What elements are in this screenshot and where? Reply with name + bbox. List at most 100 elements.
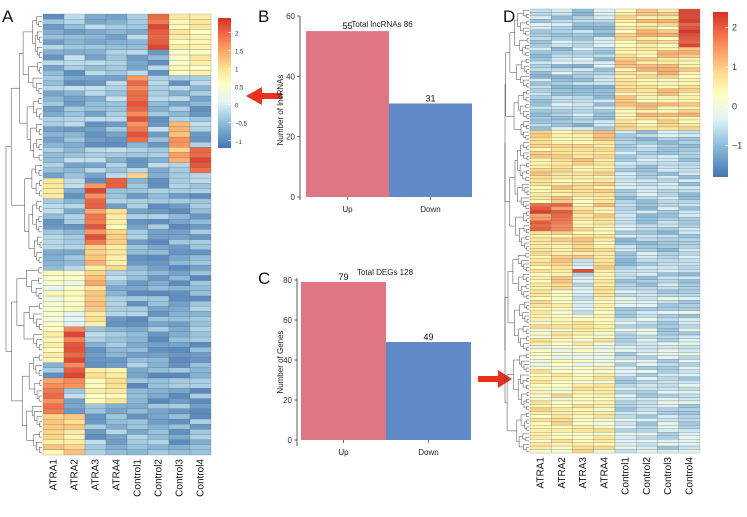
heatmap-cell xyxy=(678,78,701,82)
dendrogram-branch xyxy=(10,87,25,206)
heatmap-cell xyxy=(126,398,149,404)
heatmap-cell xyxy=(636,88,658,93)
heatmap-cell xyxy=(168,177,191,184)
heatmap-cell xyxy=(63,126,86,133)
heatmap-cell xyxy=(572,29,594,34)
heatmap-cell xyxy=(529,445,552,450)
heatmap-cell xyxy=(42,362,65,368)
heatmap-cell xyxy=(678,397,701,402)
heatmap-cell xyxy=(636,272,658,277)
heatmap-cell xyxy=(126,167,149,174)
heatmap-cell xyxy=(657,147,679,152)
heatmap-cell xyxy=(551,435,573,440)
heatmap-cell xyxy=(593,230,616,235)
heatmap-cell xyxy=(529,265,552,270)
heatmap-cell xyxy=(593,352,616,357)
heatmap-cell xyxy=(168,198,191,204)
heatmap-cell xyxy=(636,341,658,346)
heatmap-cell xyxy=(614,67,637,72)
heatmap-cell xyxy=(657,199,679,204)
heatmap-cell xyxy=(105,234,128,240)
heatmap-cell xyxy=(529,314,552,318)
heatmap-cell xyxy=(657,386,679,391)
heatmap-cell xyxy=(657,362,679,367)
heatmap-cell xyxy=(189,398,212,404)
panel-a: A ATRA1 ATRA2 ATRA3 ATRA4 Control1 Contr… xyxy=(2,7,282,497)
heatmap-cell xyxy=(126,301,149,307)
heatmap-cell xyxy=(657,234,679,239)
heatmap-cell xyxy=(614,53,637,58)
heatmap-cell xyxy=(105,239,128,245)
heatmap-cell xyxy=(147,157,170,163)
heatmap-cell xyxy=(147,167,170,174)
heatmap-cell xyxy=(551,355,573,360)
heatmap-cell xyxy=(636,137,658,141)
heatmap-cell xyxy=(105,172,128,179)
panel-c-red-arrow xyxy=(478,370,512,388)
dendrogram-branch xyxy=(526,124,529,129)
heatmap-cell xyxy=(84,70,107,76)
heatmap-cell xyxy=(614,262,637,266)
heatmap-cell xyxy=(593,414,616,419)
heatmap-cell xyxy=(678,95,701,100)
heatmap-cell xyxy=(105,444,128,450)
heatmap-cell xyxy=(529,376,552,381)
heatmap-cell xyxy=(63,362,86,368)
heatmap-cell xyxy=(593,376,616,381)
heatmap-cell xyxy=(657,272,679,277)
heatmap-cell xyxy=(126,449,149,456)
heatmap-cell xyxy=(168,336,191,343)
heatmap-cell xyxy=(614,175,637,180)
heatmap-cell xyxy=(168,234,191,240)
heatmap-cell xyxy=(84,357,107,363)
heatmap-cell xyxy=(636,418,658,422)
heatmap-cell xyxy=(572,435,594,440)
heatmap-cell xyxy=(614,369,637,374)
heatmap-cell xyxy=(657,393,679,398)
heatmap-cell xyxy=(84,172,107,179)
heatmap-cell xyxy=(529,300,552,304)
heatmap-cell xyxy=(636,324,658,329)
heatmap-cell xyxy=(42,306,65,312)
red-arrow-icon xyxy=(246,87,282,105)
heatmap-cell xyxy=(84,142,107,148)
heatmap-cell xyxy=(657,255,679,259)
heatmap-cell xyxy=(678,50,701,55)
heatmap-cell xyxy=(657,126,679,131)
heatmap-cell xyxy=(657,213,679,218)
heatmap-cell xyxy=(593,428,616,433)
heatmap-cell xyxy=(657,220,679,225)
heatmap-cell xyxy=(657,269,679,273)
heatmap-cell xyxy=(636,400,658,405)
heatmap-cell xyxy=(636,428,658,433)
heatmap-cell xyxy=(636,53,658,58)
heatmap-cell xyxy=(551,234,573,239)
heatmap-cell xyxy=(168,357,191,363)
heatmap-cell xyxy=(168,229,191,235)
heatmap-cell xyxy=(657,439,679,443)
heatmap-cell xyxy=(593,123,616,128)
dendrogram-branch xyxy=(5,146,12,352)
heatmap-cell xyxy=(529,192,552,197)
heatmap-cell xyxy=(678,400,701,405)
heatmap-cell xyxy=(63,70,86,76)
heatmap-cell xyxy=(42,157,65,163)
heatmap-cell xyxy=(572,227,594,232)
heatmap-cell xyxy=(529,185,552,190)
heatmap-cell xyxy=(105,352,128,358)
dendrogram-branch xyxy=(24,178,32,232)
heatmap-cell xyxy=(42,116,65,122)
heatmap-cell xyxy=(529,373,552,377)
heatmap-cell xyxy=(614,227,637,232)
heatmap-cell xyxy=(168,60,191,66)
heatmap-cell xyxy=(189,111,212,117)
heatmap-cell xyxy=(84,29,107,35)
dendrogram-branch xyxy=(509,176,516,227)
heatmap-cell xyxy=(678,442,701,447)
heatmap-cell xyxy=(636,67,658,72)
heatmap-cell xyxy=(168,157,191,163)
heatmap-cell xyxy=(126,208,149,215)
heatmap-cell xyxy=(614,241,637,246)
heatmap-cell xyxy=(614,296,637,301)
